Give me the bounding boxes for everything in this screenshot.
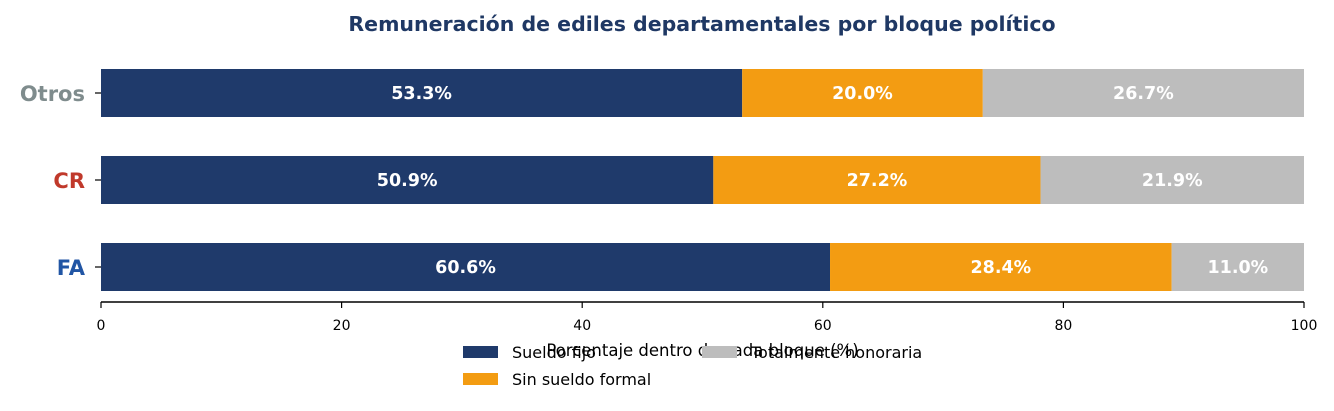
legend-label: Sin sueldo formal bbox=[512, 370, 651, 389]
legend-label: Sueldo fijo bbox=[512, 343, 596, 362]
bar-value-label: 27.2% bbox=[847, 171, 908, 191]
bar-value-label: 11.0% bbox=[1207, 258, 1268, 278]
bar-fa-1 bbox=[101, 243, 831, 291]
bar-fa-2 bbox=[830, 243, 1172, 291]
bar-fa-3 bbox=[1171, 243, 1304, 291]
category-label: Otros bbox=[20, 82, 85, 106]
bar-value-label: 28.4% bbox=[970, 258, 1031, 278]
x-tick-label: 80 bbox=[1054, 318, 1072, 334]
category-label: FA bbox=[57, 256, 86, 280]
x-tick-label: 60 bbox=[814, 318, 832, 334]
x-tick-label: 20 bbox=[333, 318, 351, 334]
bar-value-label: 53.3% bbox=[391, 84, 452, 104]
bar-value-label: 20.0% bbox=[832, 84, 893, 104]
x-tick-label: 0 bbox=[97, 318, 106, 334]
legend-swatch bbox=[463, 346, 498, 358]
bar-value-label: 26.7% bbox=[1113, 84, 1174, 104]
bar-value-label: 50.9% bbox=[377, 171, 438, 191]
bar-otros-2 bbox=[742, 69, 983, 117]
bar-otros-1 bbox=[101, 69, 743, 117]
x-tick-label: 100 bbox=[1291, 318, 1318, 334]
bar-value-label: 21.9% bbox=[1142, 171, 1203, 191]
bar-value-label: 60.6% bbox=[435, 258, 496, 278]
chart-title: Remuneración de ediles departamentales p… bbox=[348, 12, 1056, 36]
bar-cr-1 bbox=[101, 156, 714, 204]
bar-cr-2 bbox=[713, 156, 1041, 204]
legend-label: Totalmente honoraria bbox=[750, 343, 922, 362]
bar-otros-3 bbox=[982, 69, 1304, 117]
x-tick-label: 40 bbox=[573, 318, 591, 334]
legend-swatch bbox=[463, 373, 498, 385]
legend-swatch bbox=[702, 346, 737, 358]
category-label: CR bbox=[53, 169, 85, 193]
bar-cr-3 bbox=[1040, 156, 1304, 204]
